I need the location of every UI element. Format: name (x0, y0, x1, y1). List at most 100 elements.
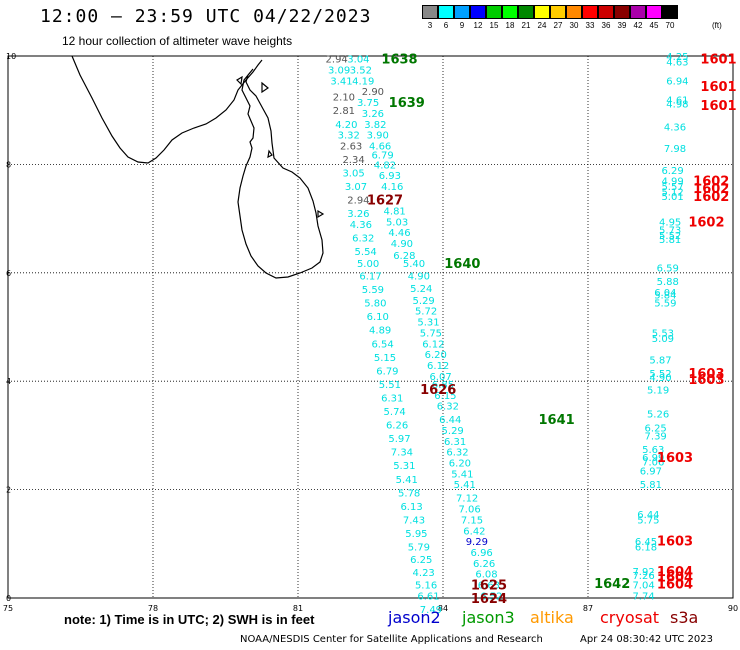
page-title: 12:00 – 23:59 UTC 04/22/2023 (40, 6, 372, 27)
wave-height-label: 2.90 (362, 87, 384, 98)
legend-unit: (ft) (712, 21, 722, 30)
wave-height-label: 7.26 (632, 571, 654, 582)
wave-height-label: 4.90 (649, 373, 671, 384)
wave-height-label: 6.44 (637, 510, 659, 521)
wave-height-label: 4.16 (381, 182, 403, 193)
wave-height-label: 6.32 (437, 402, 459, 413)
lon-tick-label: 87 (583, 604, 593, 613)
wave-height-label: 5.63 (642, 445, 664, 456)
wave-height-label: 5.26 (647, 410, 669, 421)
wave-height-label: 3.05 (342, 169, 364, 180)
wave-height-label: 5.80 (364, 299, 386, 310)
wave-height-label: 6.17 (359, 272, 381, 283)
wave-height-label: 2.34 (342, 155, 364, 166)
pass-time-label: 1603 (688, 373, 724, 388)
wave-height-label: 5.79 (408, 543, 430, 554)
wave-height-label: 6.26 (386, 421, 408, 432)
wave-height-label: 3.32 (338, 131, 360, 142)
legend-label: 12 (473, 21, 483, 30)
legend-swatch (582, 5, 598, 19)
wave-height-label: 4.46 (388, 228, 410, 239)
wave-height-label: 6.10 (367, 312, 389, 323)
wave-height-label: 4.81 (384, 206, 406, 217)
pass-time-label: 1604 (657, 577, 693, 592)
wave-height-label: 6.79 (376, 366, 398, 377)
wave-height-label: 3.07 (345, 182, 367, 193)
sri-lanka-coastline (236, 68, 325, 279)
legend-entry: 42 (630, 5, 646, 30)
legend-label: 24 (537, 21, 547, 30)
wave-height-label: 6.20 (425, 350, 447, 361)
wave-height-label: 6.31 (444, 437, 466, 448)
wave-height-label: 6.79 (371, 151, 393, 162)
wave-height-label: 5.12 (661, 188, 683, 199)
lon-tick-label: 84 (438, 604, 448, 613)
wave-height-label: 4.20 (335, 120, 357, 131)
wave-height-label: 5.81 (659, 235, 681, 246)
wave-height-label: 5.73 (659, 225, 681, 236)
wave-height-label: 4.98 (666, 100, 688, 111)
wave-height-label: 7.43 (403, 515, 425, 526)
pass-time-label: 1626 (420, 383, 456, 398)
wave-height-label: 6.18 (635, 543, 657, 554)
lon-tick-label: 75 (3, 604, 13, 613)
legend-entry: 9 (454, 5, 470, 30)
wave-height-label: 7.06 (458, 505, 480, 516)
wave-height-label: 3.75 (357, 98, 379, 109)
wave-height-label: 3.26 (362, 109, 384, 120)
wave-height-label: 7.92 (632, 567, 654, 578)
wave-height-label: 7.49 (420, 605, 442, 616)
legend-label: 36 (601, 21, 611, 30)
wave-height-label: 5.51 (379, 380, 401, 391)
wave-height-label: 2.63 (340, 141, 362, 152)
wave-height-label: 4.23 (413, 568, 435, 579)
wave-height-label: 5.01 (661, 192, 683, 203)
wave-height-label: 6.29 (661, 166, 683, 177)
wave-height-label: 3.82 (364, 120, 386, 131)
wave-height-label: 6.44 (439, 415, 461, 426)
pass-time-label: 1641 (538, 413, 574, 428)
wave-height-label: 6.59 (657, 263, 679, 274)
legend-swatch (502, 5, 518, 19)
wave-height-label: 4.95 (659, 217, 681, 228)
wave-height-label: 4.61 (666, 95, 688, 106)
wave-height-label: 5.16 (415, 580, 437, 591)
legend-label: 18 (505, 21, 515, 30)
wave-height-label: 6.25 (410, 555, 432, 566)
lat-tick-label: 10 (6, 52, 16, 61)
legend-label: 30 (569, 21, 579, 30)
legend-entry: 24 (534, 5, 550, 30)
wave-height-label: 7.12 (456, 494, 478, 505)
legend-entry: 21 (518, 5, 534, 30)
wave-height-label: 6.99 (642, 453, 664, 464)
legend-swatch (630, 5, 646, 19)
legend-entry: 30 (566, 5, 582, 30)
legend-swatch (454, 5, 470, 19)
wave-height-label: 2.81 (333, 106, 355, 117)
wave-height-label: 5.78 (398, 488, 420, 499)
wave-height-label: 5.29 (413, 296, 435, 307)
wave-height-label: 5.19 (647, 385, 669, 396)
legend-swatch (486, 5, 502, 19)
wave-height-label: 5.95 (405, 529, 427, 540)
lon-tick-label: 90 (728, 604, 738, 613)
wave-height-label: 5.41 (454, 480, 476, 491)
legend-label: 33 (585, 21, 595, 30)
legend-swatch (662, 5, 678, 19)
wave-height-label: 5.54 (355, 247, 377, 258)
wave-height-label: 6.15 (434, 391, 456, 402)
wave-height-label: 3.26 (347, 209, 369, 220)
axis-tick-labels: 75 78 81 84 87 90 0 2 4 6 8 10 (3, 52, 738, 613)
wave-height-label: 6.13 (400, 502, 422, 513)
wave-height-label: 5.52 (649, 369, 671, 380)
pass-time-label: 1602 (693, 182, 729, 197)
wave-height-label: 5.52 (659, 231, 681, 242)
wave-height-label: 5.00 (357, 259, 379, 270)
wave-height-label: 5.29 (442, 426, 464, 437)
legend-label: 27 (553, 21, 563, 30)
timestamp: Apr 24 08:30:42 UTC 2023 (580, 634, 713, 645)
wave-height-label: 5.53 (652, 328, 674, 339)
pass-time-label: 1640 (444, 257, 480, 272)
pass-time-label: 1602 (693, 175, 729, 190)
lon-tick-label: 81 (293, 604, 303, 613)
